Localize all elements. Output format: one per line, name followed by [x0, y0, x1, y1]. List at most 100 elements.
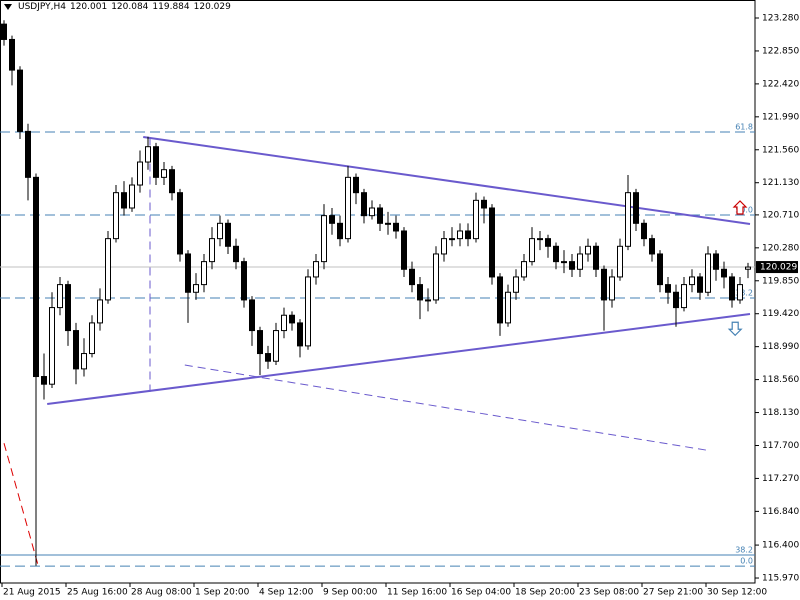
- candle-body: [281, 314, 287, 332]
- candle-body: [737, 284, 743, 301]
- y-tick-label: 116.840: [762, 507, 799, 517]
- trendline: [184, 364, 707, 451]
- candle-body: [353, 176, 359, 194]
- candle-body: [745, 266, 751, 270]
- y-tick-label: 116.400: [762, 541, 799, 551]
- candle-body: [385, 222, 391, 225]
- candle-body: [177, 192, 183, 255]
- candle-body: [721, 268, 727, 278]
- candle-body: [505, 291, 511, 324]
- y-tick-label: 118.990: [762, 342, 799, 352]
- candle-body: [673, 291, 679, 309]
- candle-body: [73, 330, 79, 370]
- ohlc-open: 120.001: [69, 2, 108, 12]
- candle-body: [369, 207, 375, 217]
- x-tick-label: 16 Sep 04:00: [451, 588, 511, 598]
- candle-body: [233, 245, 239, 263]
- candle-body: [585, 245, 591, 255]
- x-tick-label: 11 Sep 16:00: [387, 588, 447, 598]
- candle-body: [513, 276, 519, 293]
- candle-body: [657, 253, 663, 286]
- candle-body: [329, 215, 335, 224]
- candle-body: [433, 253, 439, 301]
- candle-body: [449, 238, 455, 241]
- candle-body: [305, 276, 311, 347]
- x-tick-label: 4 Sep 12:00: [259, 588, 314, 598]
- candle-body: [129, 184, 135, 209]
- candle-body: [105, 238, 111, 301]
- fib-label: 38.2: [735, 289, 753, 298]
- candle-body: [681, 284, 687, 309]
- y-tick-label: 121.130: [762, 178, 799, 188]
- candle-body: [1, 23, 7, 40]
- candle-body: [249, 299, 255, 332]
- candle-body: [289, 314, 295, 324]
- candle-body: [209, 238, 215, 263]
- candle-body: [241, 261, 247, 301]
- candle-body: [649, 238, 655, 255]
- candle-body: [57, 284, 63, 309]
- y-tick-label: 121.990: [762, 112, 799, 122]
- candle-body: [337, 222, 343, 240]
- y-tick-label: 118.560: [762, 375, 799, 385]
- trendline: [3, 443, 39, 566]
- candle-body: [705, 253, 711, 293]
- x-tick-label: 30 Sep 12:00: [707, 588, 767, 598]
- candle-body: [409, 268, 415, 286]
- candle-body: [225, 222, 231, 247]
- candle-body: [521, 261, 527, 278]
- candle-body: [465, 230, 471, 240]
- candle-body: [633, 192, 639, 224]
- y-tick-label: 119.850: [762, 276, 799, 286]
- x-tick-label: 28 Aug 08:00: [131, 588, 192, 598]
- candle-body: [161, 169, 167, 178]
- ohlc-high: 120.084: [111, 2, 149, 12]
- trendline: [143, 135, 751, 225]
- candle-body: [729, 276, 735, 301]
- candle-body: [393, 222, 399, 232]
- candle-body: [713, 253, 719, 270]
- menu-icon[interactable]: [4, 4, 12, 10]
- candle-body: [153, 146, 159, 178]
- candle-body: [641, 222, 647, 240]
- symbol: USDJPY,H4: [18, 2, 66, 12]
- candle-body: [273, 330, 279, 362]
- candle-body: [49, 307, 55, 385]
- candle-body: [689, 276, 695, 286]
- trendline: [47, 313, 751, 406]
- y-tick-label: 119.420: [762, 309, 799, 319]
- x-tick-label: 27 Sep 21:00: [643, 588, 703, 598]
- y-tick-label: 115.970: [762, 574, 799, 584]
- candle-body: [313, 261, 319, 278]
- candle-body: [25, 130, 31, 178]
- ohlc-low: 119.884: [152, 2, 190, 12]
- candle-body: [601, 268, 607, 301]
- candle-body: [577, 253, 583, 270]
- candle-body: [561, 261, 567, 264]
- candle-body: [497, 276, 503, 324]
- candle-body: [257, 330, 263, 355]
- candle-body: [609, 276, 615, 301]
- y-tick-label: 123.280: [762, 14, 799, 24]
- candle-body: [545, 238, 551, 247]
- x-tick-label: 1 Sep 20:00: [195, 588, 250, 598]
- candle-body: [41, 376, 47, 385]
- plot-frame: [0, 0, 756, 584]
- candle-body: [9, 38, 15, 71]
- candle-body: [537, 238, 543, 241]
- price-label-box: [756, 261, 798, 274]
- fib-label: 61.8: [735, 122, 753, 131]
- candle-body: [569, 261, 575, 270]
- candle-body: [417, 284, 423, 301]
- arrow-marker: [727, 321, 743, 337]
- candle-body: [473, 199, 479, 240]
- y-tick-label: 117.270: [762, 474, 799, 484]
- candle-body: [265, 353, 271, 362]
- candle-body: [17, 69, 23, 132]
- header: USDJPY,H4 120.001 120.084 119.884 120.02…: [4, 2, 231, 12]
- x-tick-label: 25 Aug 16:00: [67, 588, 128, 598]
- fib-label: 0.0: [740, 557, 753, 566]
- candle-body: [345, 176, 351, 240]
- candle-body: [481, 199, 487, 209]
